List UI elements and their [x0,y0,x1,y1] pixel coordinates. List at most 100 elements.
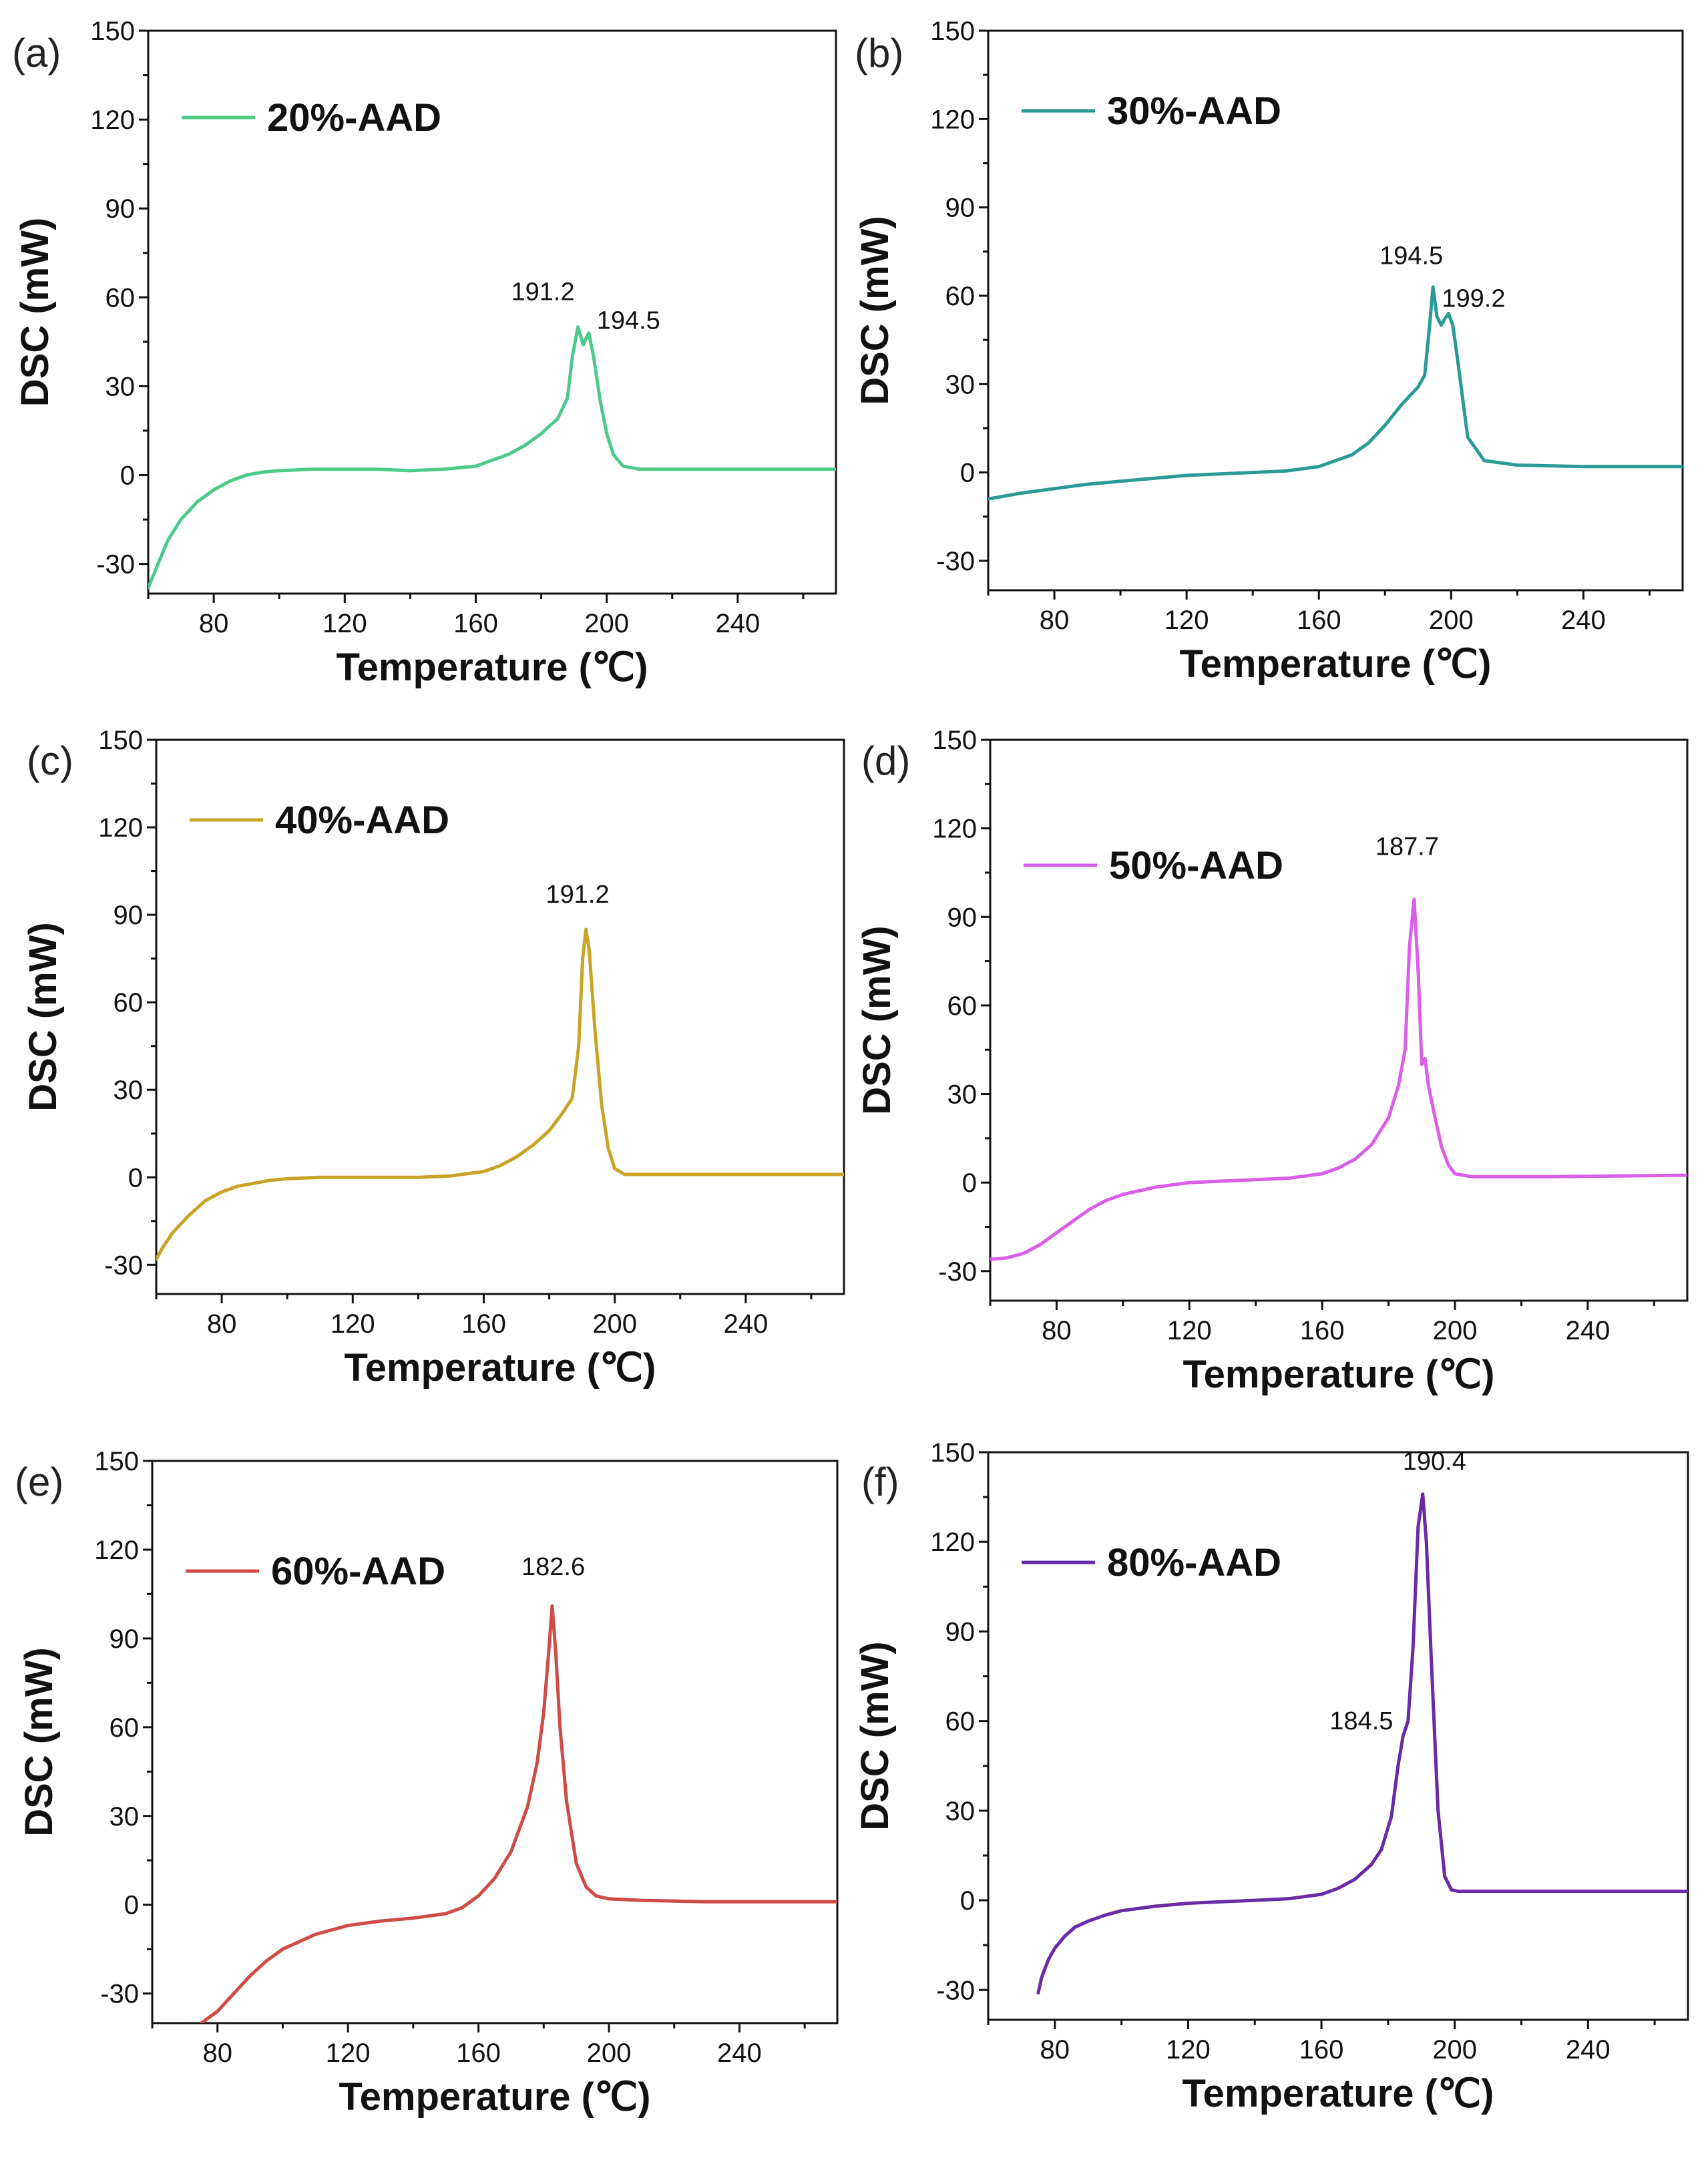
y-tick-label: 30 [114,1076,144,1105]
x-tick-label: 200 [1432,2035,1477,2065]
y-tick-label: 150 [932,726,977,755]
x-tick-label: 120 [331,1309,375,1339]
x-tick-label: 200 [584,609,629,638]
x-tick-label: 240 [715,609,760,638]
y-tick-label: 0 [960,459,975,488]
peak-annotation: 190.4 [1403,1448,1466,1476]
x-tick-label: 240 [1561,606,1606,635]
y-tick-label: 150 [930,17,975,46]
y-tick-label: -30 [96,550,135,580]
y-tick-label: -30 [936,547,975,576]
y-tick-label: 60 [105,283,136,312]
y-axis-title: DSC (mW) [13,218,57,407]
peak-annotation: 187.7 [1375,833,1439,861]
y-tick-label: -30 [938,1257,977,1287]
y-tick-label: 120 [94,1536,139,1565]
y-axis-title: DSC (mW) [21,922,65,1112]
series-line [990,897,1687,1261]
panel-label: (c) [27,738,73,783]
x-axis-title: Temperature (℃) [345,1346,656,1389]
y-tick-label: 60 [114,988,144,1018]
y-tick-label: 90 [105,194,136,224]
y-tick-label: 90 [947,903,978,932]
y-tick-label: 0 [962,1168,977,1198]
y-tick-label: 120 [930,105,975,134]
y-tick-label: 30 [945,1797,976,1826]
peak-annotation: 191.2 [546,881,610,909]
panel-d: (d) 80 120 160 200 240 -30 0 30 60 90 120 150 Tempera… [855,726,1689,1396]
peak-annotation: 191.2 [511,278,575,306]
y-tick-label: 150 [930,1438,975,1468]
legend-label: 60%-AAD [271,1550,445,1593]
x-tick-label: 240 [723,1309,768,1339]
y-tick-label: 90 [110,1625,140,1654]
x-axis-title: Temperature (℃) [1183,2072,1494,2115]
x-tick-label: 240 [717,2038,762,2068]
series-line [1036,1492,1688,1995]
y-tick-label: 60 [947,992,978,1021]
panel-label: (e) [15,1460,63,1504]
legend-label: 50%-AAD [1109,844,1283,887]
y-axis-title: DSC (mW) [853,1641,897,1831]
x-tick-label: 200 [592,1309,637,1339]
x-tick-label: 120 [1164,606,1209,635]
x-tick-label: 120 [1166,2035,1211,2065]
peak-annotation: 182.6 [521,1553,585,1581]
x-axis-title: Temperature (℃) [1183,1353,1495,1396]
peak-annotation: 194.5 [1379,242,1443,270]
peak-annotation: 184.5 [1329,1707,1393,1735]
series-line [156,927,844,1261]
panel-label: (d) [861,738,910,783]
y-tick-label: 30 [105,372,136,401]
panel-c: (c) 80 120 160 200 240 -30 0 30 60 90 120 150 Tempera… [21,726,845,1389]
y-tick-label: 120 [90,105,135,135]
y-axis-title: DSC (mW) [855,925,899,1115]
x-tick-label: 160 [453,609,498,638]
peak-annotation: 194.5 [597,307,660,335]
panel-label: (a) [12,31,61,75]
panel-label: (b) [855,31,903,75]
y-tick-label: 90 [114,901,144,930]
y-tick-label: 30 [945,370,976,399]
x-tick-label: 240 [1566,2035,1611,2065]
panel-e: (e) 80 120 160 200 240 -30 0 30 60 90 120 150 Tempera… [15,1447,839,2119]
legend-label: 40%-AAD [275,799,449,842]
x-tick-label: 160 [1300,1316,1345,1345]
y-tick-label: 90 [945,1617,976,1647]
x-tick-label: 200 [1433,1316,1478,1345]
x-tick-label: 160 [456,2038,501,2068]
plot-frame [987,1451,1689,2021]
legend-label: 30%-AAD [1107,89,1281,133]
y-tick-label: 150 [98,726,143,755]
y-tick-label: 0 [124,1891,139,1920]
legend-label: 80%-AAD [1107,1541,1281,1584]
x-axis-title: Temperature (℃) [339,2075,651,2119]
x-tick-label: 120 [323,609,367,638]
x-tick-label: 160 [1297,606,1341,635]
series-line [148,325,836,590]
x-tick-label: 200 [1429,606,1474,635]
y-axis-title: DSC (mW) [853,216,897,405]
series-line [199,1604,837,2023]
panel-label: (f) [861,1460,899,1504]
plot-frame [155,738,845,1295]
x-axis-title: Temperature (℃) [1180,642,1492,686]
plot-frame [151,1460,839,2024]
x-tick-label: 120 [326,2038,371,2068]
y-tick-label: 0 [128,1163,143,1193]
y-tick-label: 60 [945,1707,976,1737]
y-tick-label: 120 [98,813,143,843]
y-axis-title: DSC (mW) [17,1647,61,1837]
y-tick-label: 120 [930,1528,975,1557]
panel-f: (f) 80 120 160 200 240 -30 0 30 60 90 120 150 Tempera… [853,1438,1689,2115]
y-tick-label: 120 [932,815,977,844]
y-tick-label: 150 [90,17,135,46]
plot-frame [989,738,1689,1302]
y-tick-label: 150 [94,1447,139,1476]
y-tick-label: 0 [960,1886,975,1916]
x-tick-label: 80 [207,1309,237,1339]
series-line [988,285,1683,501]
y-tick-label: 30 [947,1080,978,1110]
x-tick-label: 80 [1042,1316,1072,1345]
